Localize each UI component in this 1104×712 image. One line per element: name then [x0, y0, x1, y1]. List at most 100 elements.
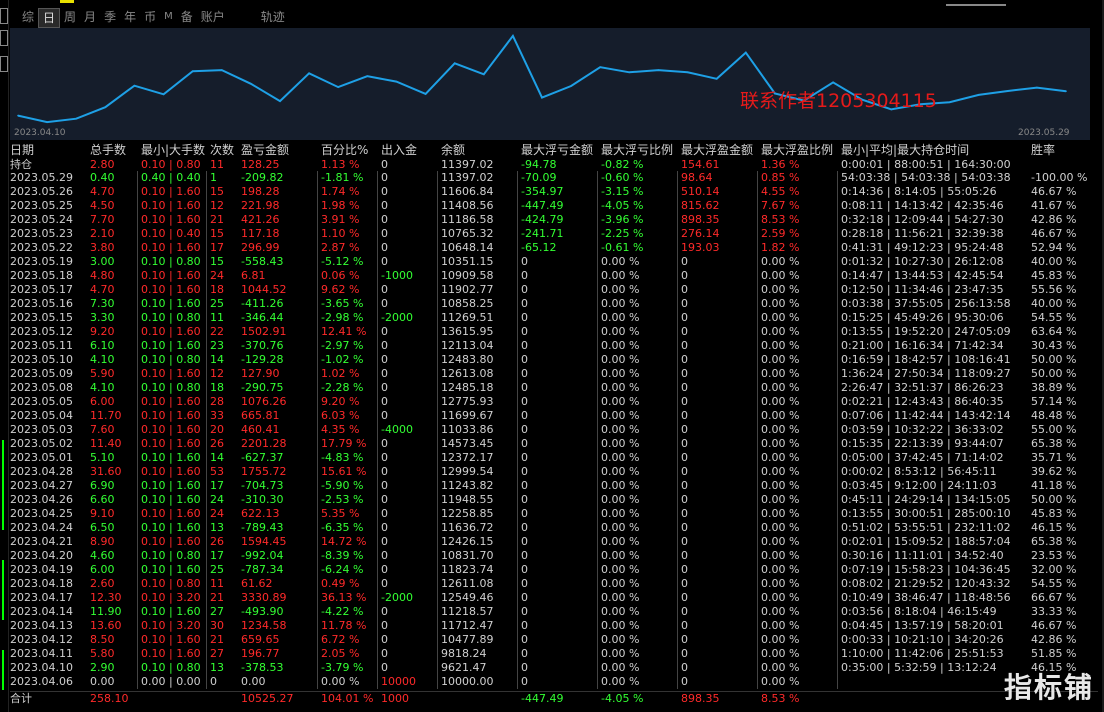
cell-max-float-loss-pct: 0.00 % [601, 395, 640, 408]
cell-count: 21 [210, 633, 224, 646]
cell-pct: -5.90 % [321, 479, 364, 492]
cell-pnl: 221.98 [241, 199, 280, 212]
cell-win-rate: 63.64 % [1031, 325, 1077, 338]
tab-4[interactable]: 季 [104, 10, 117, 24]
cell-max-float-loss-pct: 0.00 % [601, 507, 640, 520]
tab-10[interactable]: 轨迹 [260, 10, 285, 24]
cell-max-float-profit-pct: 0.00 % [761, 395, 800, 408]
cell-cash-flow: 0 [381, 479, 388, 492]
column-separator [137, 535, 138, 549]
column-separator [517, 311, 518, 325]
column-separator [517, 647, 518, 661]
cell-date: 2023.04.18 [10, 577, 73, 590]
tab-1[interactable]: 日 [38, 8, 61, 28]
top-bar [0, 0, 1104, 6]
cell-hold-time: 0:03:45 | 9:12:00 | 24:11:03 [841, 479, 997, 492]
cell-count: 1 [210, 171, 217, 184]
cell-cash-flow: 0 [381, 451, 388, 464]
column-separator [137, 297, 138, 311]
cell-cash-flow: 0 [381, 633, 388, 646]
cell-hold-time: 0:00:01 | 88:00:51 | 164:30:00 [841, 158, 1011, 171]
tab-9[interactable]: 账户 [200, 10, 225, 24]
column-separator [137, 199, 138, 213]
cell-max-float-profit: 276.14 [681, 227, 720, 240]
cell-pct: 14.72 % [321, 535, 367, 548]
total-date: 合计 [10, 692, 32, 705]
column-separator [757, 619, 758, 633]
cell-cash-flow: 0 [381, 535, 388, 548]
column-separator [677, 269, 678, 283]
top-right-control [946, 0, 1006, 6]
column-separator [837, 647, 838, 661]
cell-date: 2023.05.23 [10, 227, 73, 240]
column-separator [377, 311, 378, 325]
cell-max-float-loss-pct: -2.25 % [601, 227, 644, 240]
balance-point [75, 117, 78, 120]
cell-pnl: 6.81 [241, 269, 266, 282]
column-separator [317, 255, 318, 269]
cell-min-max-lots: 0.10 | 0.80 [141, 255, 201, 268]
cell-min-max-lots: 0.10 | 1.60 [141, 339, 201, 352]
column-separator [677, 465, 678, 479]
tab-6[interactable]: 币 [144, 10, 157, 24]
cell-count: 53 [210, 465, 224, 478]
cell-max-float-loss: 0 [521, 339, 528, 352]
cell-min-max-lots: 0.10 | 1.60 [141, 479, 201, 492]
top-accent [60, 0, 74, 3]
column-separator [137, 381, 138, 395]
cell-pnl: -290.75 [241, 381, 284, 394]
tab-5[interactable]: 年 [124, 10, 137, 24]
column-separator [206, 227, 207, 241]
column-separator [437, 381, 438, 395]
cell-cash-flow: 0 [381, 661, 388, 674]
tab-8[interactable]: 备 [180, 10, 193, 24]
balance-chart [10, 28, 1090, 140]
column-separator [206, 409, 207, 423]
cell-max-float-profit: 0 [681, 535, 688, 548]
column-separator [517, 591, 518, 605]
cell-max-float-profit-pct: 0.00 % [761, 493, 800, 506]
cell-max-float-loss: 0 [521, 605, 528, 618]
cell-count: 33 [210, 409, 224, 422]
column-separator [206, 605, 207, 619]
cell-balance: 11699.67 [441, 409, 494, 422]
column-separator [317, 493, 318, 507]
cell-max-float-profit-pct: 1.36 % [761, 158, 800, 171]
column-separator [137, 241, 138, 255]
cell-pnl: 1234.58 [241, 619, 287, 632]
cell-date: 2023.05.24 [10, 213, 73, 226]
cell-max-float-profit-pct: 0.00 % [761, 563, 800, 576]
column-separator [437, 619, 438, 633]
column-separator [377, 213, 378, 227]
cell-count: 11 [210, 577, 224, 590]
balance-point [395, 80, 398, 83]
cell-total-lots: 11.40 [90, 437, 122, 450]
column-separator [206, 493, 207, 507]
cell-hold-time: 0:07:19 | 15:58:23 | 104:36:45 [841, 563, 1011, 576]
column-separator [137, 409, 138, 423]
column-separator [837, 185, 838, 199]
cell-cash-flow: 0 [381, 297, 388, 310]
cell-max-float-profit-pct: 0.00 % [761, 297, 800, 310]
cell-pnl: 421.26 [241, 213, 280, 226]
table-row: 2023.04.21 8.90 0.10 | 1.60 26 1594.45 14.72 … [10, 535, 1098, 549]
column-separator [597, 325, 598, 339]
chart-end-date: 2023.05.29 [1018, 128, 1070, 138]
cell-max-float-loss: 0 [521, 367, 528, 380]
cell-cash-flow: 0 [381, 339, 388, 352]
tab-3[interactable]: 月 [84, 10, 97, 24]
cell-pct: -1.02 % [321, 353, 364, 366]
tab-7[interactable]: M [164, 11, 173, 22]
column-separator [757, 479, 758, 493]
cell-max-float-loss: 0 [521, 493, 528, 506]
tab-2[interactable]: 周 [64, 10, 77, 24]
column-separator [517, 395, 518, 409]
cell-hold-time: 0:41:31 | 49:12:23 | 95:24:48 [841, 241, 1004, 254]
cell-max-float-profit-pct: 4.55 % [761, 185, 800, 198]
column-separator [677, 451, 678, 465]
tab-0[interactable]: 综 [22, 10, 35, 24]
cell-win-rate: 65.38 % [1031, 437, 1077, 450]
cell-min-max-lots: 0.10 | 1.60 [141, 409, 201, 422]
cell-pct: 15.61 % [321, 465, 367, 478]
column-separator [757, 423, 758, 437]
